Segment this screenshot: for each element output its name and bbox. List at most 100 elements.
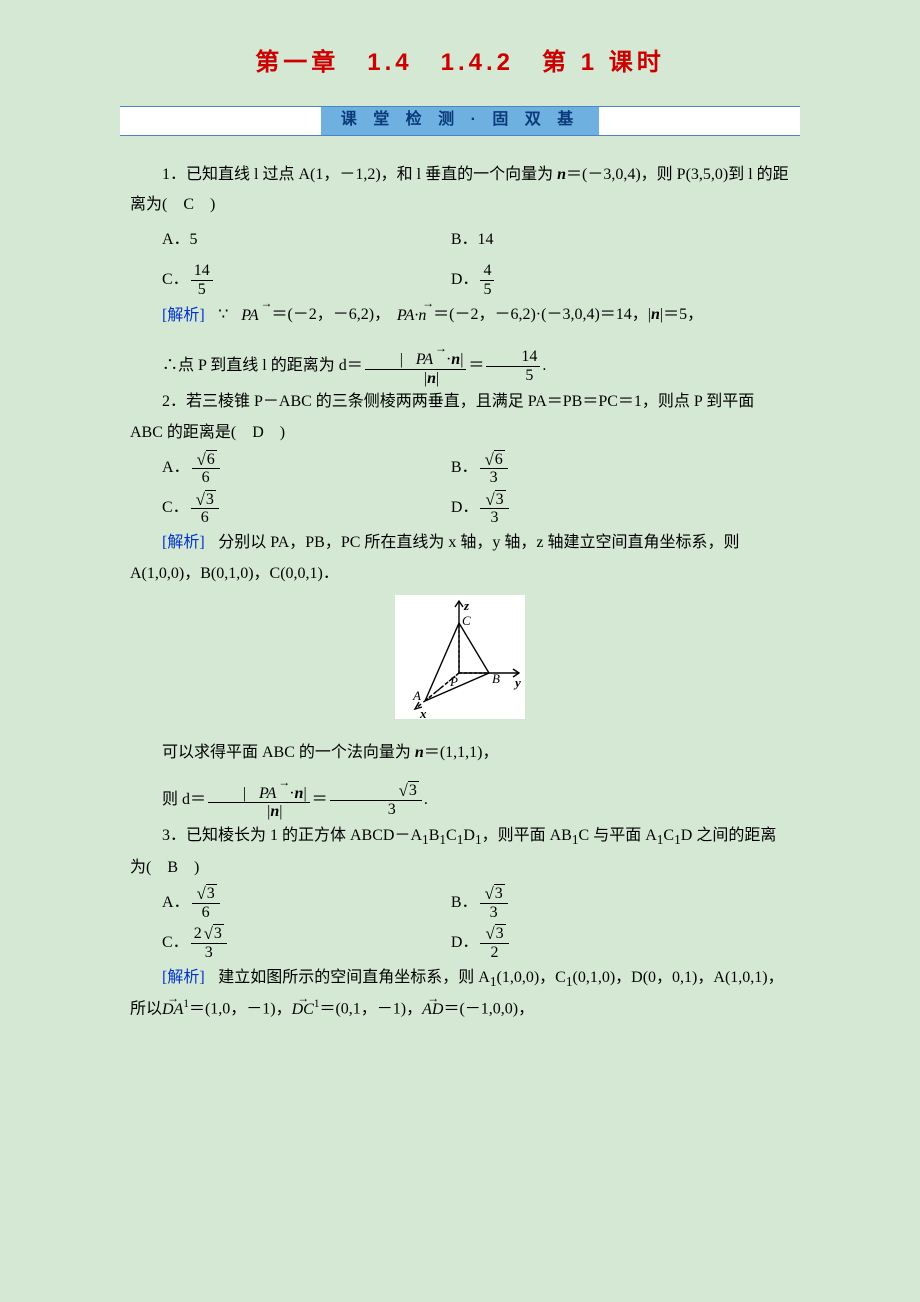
q2-a-label: A． — [162, 453, 190, 483]
q3-sub5: 1 — [572, 832, 579, 847]
q2-figure-container: z y x P A B C — [130, 595, 790, 730]
q1-options: A．5 B．14 C． 14 5 D． 4 5 — [130, 220, 790, 300]
content-area: 1．已知直线 l 过点 A(1，－1,2)，和 l 垂直的一个向量为 n＝(－3… — [0, 160, 920, 1026]
q2-a3-pa: PA — [259, 785, 276, 802]
q2-d-frac: 3 3 — [480, 490, 508, 527]
q3-s-m4: C 与平面 A — [579, 827, 657, 844]
q2-a3-frac1: |→PA·n| |n| — [208, 779, 310, 821]
q2-a-den: 6 — [192, 468, 220, 487]
q1-a1-vec-pan: →PA·n — [390, 300, 433, 323]
analysis-label: [解析] — [162, 307, 214, 324]
q2-d-den: 3 — [480, 508, 508, 527]
q2-analysis-1: [解析] 分别以 PA，PB，PC 所在直线为 x 轴，y 轴，z 轴建立空间直… — [130, 528, 790, 589]
q1-a2-frac1: |→PA·n| |n| — [365, 345, 467, 387]
q2-a2-post: ＝(1,1,1)， — [424, 744, 499, 761]
q3-b-rad: 3 — [494, 884, 505, 902]
q2-a3-num-right: | — [303, 785, 306, 802]
q3-c-rad: 3 — [213, 924, 224, 942]
q3-analysis-2: 所以→DA1＝(1,0，－1)，→DC1＝(0,1，－1)，→AD＝(－1,0,… — [130, 994, 790, 1025]
q1-a2-a: ∴点 P 到直线 l 的距离为 d＝ — [162, 357, 363, 374]
q3-s-m1: B — [429, 827, 440, 844]
q1-a2-pa: PA — [416, 351, 433, 368]
q1-opt-d-label: D． — [451, 265, 479, 295]
q1-opt-c-num: 14 — [191, 262, 213, 280]
q3-a1-m1: (1,0,0)，C — [497, 969, 566, 986]
q2-opt-d: D． 3 3 — [451, 488, 740, 528]
q1-a2-frac1-den: |n| — [365, 369, 467, 388]
analysis-label: [解析] — [162, 534, 214, 551]
q2-a3-den-right: | — [279, 803, 282, 820]
q3-s-m5: C — [663, 827, 674, 844]
q2-b-frac: 6 3 — [480, 450, 508, 487]
q3-sub7: 1 — [674, 832, 681, 847]
q2-opt-a: A． 6 6 — [162, 448, 451, 488]
q1-a2-num-n: n — [451, 351, 460, 368]
q3-s-post: ，则平面 AB — [482, 827, 572, 844]
q3-a2-v2: DC — [292, 1001, 314, 1018]
q2-c-label: C． — [162, 493, 189, 523]
q2-a-frac: 6 6 — [192, 450, 220, 487]
axis-x-label: x — [419, 706, 427, 719]
q2-stem: 2．若三棱锥 P－ABC 的三条侧棱两两垂直，且满足 PA＝PB＝PC＝1，则点… — [130, 387, 790, 448]
section-banner: 课 堂 检 测 · 固 双 基 — [120, 106, 800, 136]
q2-a3-vec: →PA — [246, 779, 289, 802]
point-p-label: P — [449, 674, 458, 689]
q3-c-coef: 2 — [194, 925, 202, 942]
q1-analysis-line2: ∴点 P 到直线 l 的距离为 d＝ |→PA·n| |n| ＝ 14 5 . — [130, 345, 790, 387]
q1-a1-d: |＝5， — [660, 307, 703, 324]
q3-d-den: 2 — [480, 943, 508, 962]
q1-a1-a: ∵ — [218, 307, 228, 324]
q3-a1-pre: 建立如图所示的空间直角坐标系，则 A — [218, 969, 490, 986]
axis-z-label: z — [463, 598, 470, 613]
q1-a2-vec: →PA — [403, 345, 446, 368]
q3-a1-m2: (0,1,0)，D(0，0,1)，A(1,0,1)， — [573, 969, 784, 986]
q2-b-rad: 6 — [494, 450, 505, 468]
q1-a1-pan: PA·n — [397, 307, 426, 324]
analysis-label: [解析] — [162, 969, 214, 986]
q3-a2-v1: DA — [162, 1001, 183, 1018]
q3-a2-m1: ＝(1,0，－1)， — [189, 1001, 292, 1018]
q2-d-rad: 3 — [495, 490, 506, 508]
q2-a3-b: ＝ — [312, 791, 328, 808]
q2-b-label: B． — [451, 453, 478, 483]
q1-a1-b: ＝(－2，－6,2)， — [271, 307, 390, 324]
q3-c-label: C． — [162, 928, 189, 958]
q3-d-label: D． — [451, 928, 479, 958]
q2-b-den: 3 — [480, 468, 508, 487]
q2-d-label: D． — [451, 493, 479, 523]
q1-a2-num-right: | — [460, 351, 463, 368]
q2-figure: z y x P A B C — [395, 595, 525, 719]
q1-analysis-line1: [解析] ∵→PA＝(－2，－6,2)，→PA·n＝(－2，－6,2)·(－3,… — [130, 300, 790, 331]
q1-a2-den-n: n — [427, 370, 436, 387]
q1-opt-d-num: 4 — [480, 262, 494, 280]
q3-opt-b: B． 33 — [451, 883, 740, 923]
q3-a2-m3: ＝(－1,0,0)， — [443, 1001, 534, 1018]
point-b-label: B — [492, 671, 500, 686]
q2-a3-res-rad: 3 — [408, 781, 419, 799]
chapter-title: 第一章 1.4 1.4.2 第 1 课时 — [0, 40, 920, 86]
q1-opt-d-den: 5 — [480, 280, 494, 299]
q2-opt-c: C． 3 6 — [162, 488, 451, 528]
q2-a3-frac2: 3 3 — [330, 781, 422, 818]
q1-opt-b: B．14 — [451, 220, 740, 260]
q3-opt-a: A． 36 — [162, 883, 451, 923]
q3-opt-c: C． 233 — [162, 923, 451, 963]
q1-stem: 1．已知直线 l 过点 A(1，－1,2)，和 l 垂直的一个向量为 n＝(－3… — [130, 160, 790, 221]
q3-a2-m2: ＝(0,1，－1)， — [319, 1001, 422, 1018]
q3-a2-vec2: →DC — [292, 995, 314, 1018]
q2-a3-res-den: 3 — [330, 800, 422, 819]
q1-a1-c: ＝(－2，－6,2)·(－3,0,4)＝14，| — [433, 307, 651, 324]
q3-opt-d: D． 32 — [451, 923, 740, 963]
q1-n-symbol: n — [557, 166, 566, 183]
q3-sub4: 1 — [475, 832, 482, 847]
q1-stem-pre: 1．已知直线 l 过点 A(1，－1,2)，和 l 垂直的一个向量为 — [162, 166, 557, 183]
q2-a3-a: 则 d＝ — [162, 791, 206, 808]
q3-a2-v3: AD — [422, 1001, 443, 1018]
q1-a1-pa: PA — [241, 307, 258, 324]
q2-a2-n: n — [415, 744, 424, 761]
q1-a2-res-num: 14 — [486, 348, 540, 366]
point-a-label: A — [412, 688, 421, 703]
banner-label: 课 堂 检 测 · 固 双 基 — [321, 107, 599, 135]
q1-opt-c-frac: 14 5 — [191, 262, 213, 298]
q1-a2-den-right: | — [436, 370, 439, 387]
